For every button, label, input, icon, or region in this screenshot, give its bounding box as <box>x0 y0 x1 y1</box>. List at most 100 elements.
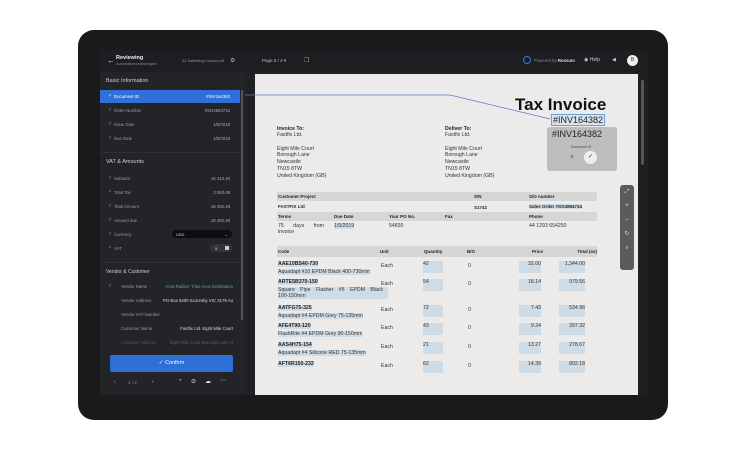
item-total[interactable]: 979.56 <box>559 279 585 291</box>
help-button[interactable]: ◉ Help <box>584 57 601 63</box>
avatar[interactable]: B <box>627 55 638 66</box>
field-customer-name[interactable]: Customer Name Fastfix Ltd. Eight Mile Cou… <box>100 322 240 335</box>
field-label: Vendor Address <box>121 298 152 303</box>
item-desc[interactable]: Square Pipe Flasher #5 EPDM Black 100-15… <box>278 287 388 299</box>
field-currency: ✓ Currency USD ⌄ <box>100 228 240 241</box>
search-icon[interactable]: ⌕ <box>625 245 629 251</box>
item-total[interactable]: 534.96 <box>559 305 585 317</box>
field-due-date[interactable]: ✓ Due Date 1/5/2019 <box>100 132 240 145</box>
field-label: Issue Date <box>114 122 135 127</box>
item-unit: Each <box>381 281 393 287</box>
due-date-value[interactable]: 1/5/2019 <box>334 223 355 229</box>
address-line: Eight Mile Court <box>445 145 482 152</box>
item-code[interactable]: AFE4T90-120 <box>278 323 311 329</box>
item-qty[interactable]: 21 <box>423 342 443 354</box>
section-vat-title: VAT & Amounts <box>106 159 144 165</box>
customer-value: FASTFIX Ltd <box>278 204 305 209</box>
address-line: United Kingdom (GB) <box>277 172 327 179</box>
item-price[interactable]: 32.00 <box>519 261 541 273</box>
header-subtitle: Automationsrulesengine <box>116 62 157 66</box>
field-amount-due[interactable]: ✓ Amount due 18 492.48 <box>100 214 240 227</box>
item-total[interactable]: 397.32 <box>559 323 585 335</box>
close-icon[interactable]: × <box>570 154 575 161</box>
so-value[interactable]: Sales Order #SO4984734 <box>529 204 583 209</box>
doc-id-edit-input[interactable]: #INV164382 <box>552 129 603 139</box>
document-scrollbar[interactable] <box>641 80 644 165</box>
item-desc[interactable]: Aquadapt #4 EPDM Grey 75-135mm <box>278 313 363 319</box>
phone-label: Phone <box>529 214 543 219</box>
help-label: Help <box>589 57 601 63</box>
currency-select[interactable]: USD ⌄ <box>172 230 232 238</box>
download-icon[interactable]: ☁ <box>205 379 211 385</box>
rotate-icon[interactable]: ↻ <box>624 231 630 237</box>
field-issue-date[interactable]: ✓ Issue Date 1/5/2019 <box>100 118 240 131</box>
field-label: Amount due <box>114 218 138 223</box>
reject-icon[interactable]: ⊘ <box>191 379 197 385</box>
field-value: 1/5/2019 <box>213 136 230 141</box>
sidebar-scrollbar[interactable] <box>241 90 243 320</box>
check-icon: ✓ <box>108 175 113 181</box>
item-qty[interactable]: 43 <box>423 323 443 335</box>
item-price[interactable]: 13.27 <box>519 342 541 354</box>
item-qty[interactable]: 54 <box>423 279 443 291</box>
field-vendor-name[interactable]: ✓ Vendor Name Area Rubber Trias Area Distr… <box>100 280 240 293</box>
item-bo: 0 <box>468 281 471 287</box>
back-icon[interactable]: ← <box>107 56 115 65</box>
item-code[interactable]: AFT6R150-232 <box>278 361 314 367</box>
address-line: Borough Lane <box>277 152 310 159</box>
item-price[interactable]: 9.24 <box>519 323 541 335</box>
item-price[interactable]: 18.14 <box>519 279 541 291</box>
item-total[interactable]: 1,344.00 <box>559 261 585 273</box>
field-customer-address[interactable]: Customer Address Eight Mile Court Borough… <box>100 336 240 349</box>
item-unit: Each <box>381 363 393 369</box>
field-vendor-vat[interactable]: Vendor VAT Number <box>100 308 240 321</box>
field-document-id[interactable]: ✓ Document ID #INV164382 <box>100 90 240 103</box>
check-icon: ✓ <box>108 231 113 237</box>
page-indicator[interactable]: Page 1 / 2 ▾ <box>262 58 287 63</box>
page-label: Page <box>262 58 273 63</box>
item-total[interactable]: 278.67 <box>559 342 585 354</box>
item-code[interactable]: AATFG75-325 <box>278 305 312 311</box>
terms-header-bar <box>277 212 597 221</box>
announcement-icon[interactable]: ◀ <box>612 57 616 63</box>
file-name: A2 Marketing Invoice.pdf <box>182 59 224 63</box>
gear-icon[interactable]: ⚙ <box>230 58 236 64</box>
expand-icon[interactable]: ⤢ <box>624 189 630 195</box>
more-icon[interactable]: ⋯ <box>220 378 226 384</box>
field-total-amount[interactable]: ✓ Total Amount 18 492.48 <box>100 200 240 213</box>
item-qty[interactable]: 72 <box>423 305 443 317</box>
confirm-check-icon[interactable]: ✓ <box>584 151 597 164</box>
doc-id-highlight[interactable]: #INV164382 <box>551 114 606 126</box>
item-desc[interactable]: FlashRite #4 EPDM Grey 90-150mm <box>278 331 363 337</box>
address-line: Borough Lane <box>445 152 478 159</box>
next-page-icon[interactable]: › <box>152 379 154 385</box>
item-total[interactable]: 892.18 <box>559 361 585 373</box>
item-qty[interactable]: 62 <box>423 361 443 373</box>
customer-header-bar <box>277 192 597 201</box>
field-order-number[interactable]: ✓ Order Number #SO4984734 <box>100 104 240 117</box>
item-code[interactable]: AAE10BS40-730 <box>278 261 319 267</box>
zoom-out-icon[interactable]: − <box>625 217 629 223</box>
item-bo: 0 <box>468 344 471 350</box>
item-desc[interactable]: Aquadapt #4 Silicone RED 75-135mm <box>278 350 366 356</box>
item-price[interactable]: 14.39 <box>519 361 541 373</box>
postpone-icon[interactable]: ◔ <box>178 378 182 384</box>
confirm-button[interactable]: ✓ Confirm <box>110 355 233 372</box>
item-desc[interactable]: Aquadapt #10 EPDM Black 400-730mm <box>278 269 370 275</box>
check-icon: ✓ <box>108 245 113 251</box>
zoom-in-icon[interactable]: + <box>625 203 629 209</box>
field-vendor-address[interactable]: Vendor Address PO Box 9400 Scoresby VIC 3… <box>100 294 240 307</box>
item-code[interactable]: AAS4H75-154 <box>278 342 312 348</box>
field-edit-popup: #INV164382 Document ID × ✓ <box>547 127 617 171</box>
field-subtotal[interactable]: ✓ Subtotal 15 410.40 <box>100 172 240 185</box>
vat-input[interactable]: 5 <box>210 244 232 252</box>
item-qty[interactable]: 42 <box>423 261 443 273</box>
item-code[interactable]: ARTE5B370-150 <box>278 279 318 285</box>
item-price[interactable]: 7.43 <box>519 305 541 317</box>
field-total-tax[interactable]: ✓ Total Tax 3 083.08 <box>100 186 240 199</box>
field-label: Order Number <box>114 108 142 113</box>
prev-page-icon[interactable]: ‹ <box>114 379 116 385</box>
field-value: 1/5/2019 <box>213 122 230 127</box>
copy-icon[interactable]: ❐ <box>304 58 310 64</box>
rossum-logo-icon <box>523 56 531 64</box>
